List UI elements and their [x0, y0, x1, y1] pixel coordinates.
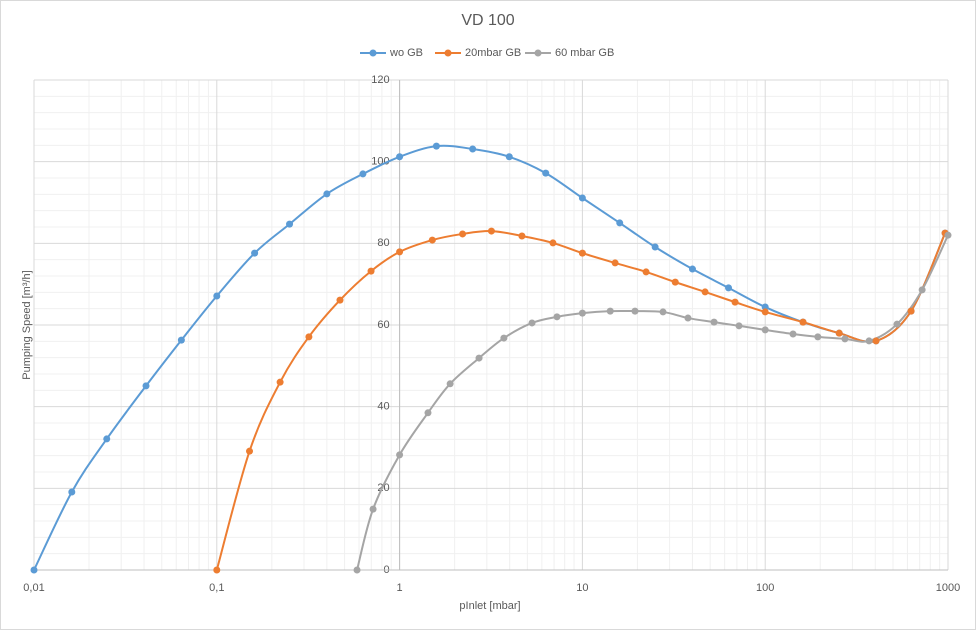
- x-tick-label: 0,1: [209, 582, 224, 594]
- data-point: [487, 227, 495, 235]
- data-point: [944, 231, 952, 239]
- data-point: [671, 278, 679, 286]
- data-point: [789, 330, 797, 338]
- data-point: [799, 318, 807, 326]
- data-point: [631, 307, 639, 315]
- data-point: [578, 194, 586, 202]
- y-tick-label: 60: [377, 319, 389, 331]
- data-point: [761, 303, 769, 311]
- data-point: [367, 267, 375, 275]
- data-point: [396, 451, 404, 459]
- data-point: [213, 566, 221, 574]
- legend-marker: [369, 49, 377, 57]
- legend-label: 60 mbar GB: [555, 47, 614, 59]
- data-point: [432, 142, 440, 150]
- data-point: [286, 220, 294, 228]
- data-point: [814, 333, 822, 341]
- data-point: [835, 329, 843, 337]
- data-point: [424, 409, 432, 417]
- data-point: [396, 153, 404, 161]
- data-point: [276, 378, 284, 386]
- data-point: [710, 318, 718, 326]
- data-point: [684, 314, 692, 322]
- data-point: [251, 249, 259, 257]
- data-point: [475, 354, 483, 362]
- data-point: [68, 488, 76, 496]
- data-point: [518, 232, 526, 240]
- data-point: [616, 219, 624, 227]
- series-line: [215, 230, 947, 571]
- data-point: [446, 380, 454, 388]
- data-point: [731, 298, 739, 306]
- data-point: [549, 239, 557, 247]
- x-tick-label: 100: [756, 582, 774, 594]
- data-point: [305, 333, 313, 341]
- legend-label: 20mbar GB: [465, 47, 521, 59]
- data-point: [907, 307, 915, 315]
- y-tick-label: 80: [377, 237, 389, 249]
- data-point: [323, 190, 331, 198]
- chart-title: VD 100: [461, 12, 514, 29]
- data-point: [872, 337, 880, 345]
- data-point: [893, 320, 901, 328]
- y-tick-label: 120: [371, 74, 389, 86]
- data-point: [359, 170, 367, 178]
- y-tick-label: 40: [377, 401, 389, 413]
- x-tick-label: 1000: [936, 582, 960, 594]
- data-point: [642, 268, 650, 276]
- legend-marker: [444, 49, 452, 57]
- data-point: [30, 566, 38, 574]
- data-point: [659, 308, 667, 316]
- data-point: [865, 337, 873, 345]
- legend-label: wo GB: [389, 47, 423, 59]
- data-point: [505, 153, 513, 161]
- data-point: [142, 382, 150, 390]
- y-tick-label: 100: [371, 156, 389, 168]
- data-point: [528, 319, 536, 327]
- data-point: [701, 288, 709, 296]
- data-point: [553, 313, 561, 321]
- data-point: [688, 265, 696, 273]
- data-point: [611, 259, 619, 267]
- legend-marker: [534, 49, 542, 57]
- data-point: [841, 335, 849, 343]
- data-point: [246, 447, 254, 455]
- data-point: [428, 236, 436, 244]
- data-point: [103, 435, 111, 443]
- data-point: [761, 308, 769, 316]
- data-point: [735, 322, 743, 330]
- data-point: [578, 249, 586, 257]
- data-point: [761, 326, 769, 334]
- data-point: [918, 286, 926, 294]
- data-point: [396, 248, 404, 256]
- data-point: [369, 505, 377, 513]
- data-point: [459, 230, 467, 238]
- x-tick-label: 1: [397, 582, 403, 594]
- data-point: [651, 243, 659, 251]
- data-point: [542, 169, 550, 177]
- data-point: [725, 284, 733, 292]
- data-point: [500, 334, 508, 342]
- data-point: [578, 309, 586, 317]
- data-point: [353, 566, 361, 574]
- data-point: [213, 292, 221, 300]
- x-tick-label: 10: [576, 582, 588, 594]
- data-point: [606, 307, 614, 315]
- data-point: [336, 296, 344, 304]
- data-point: [469, 145, 477, 153]
- y-axis-label: Pumping Speed [m³/h]: [21, 270, 33, 379]
- x-tick-label: 0,01: [23, 582, 44, 594]
- x-axis-label: pInlet [mbar]: [459, 600, 520, 612]
- data-point: [177, 336, 185, 344]
